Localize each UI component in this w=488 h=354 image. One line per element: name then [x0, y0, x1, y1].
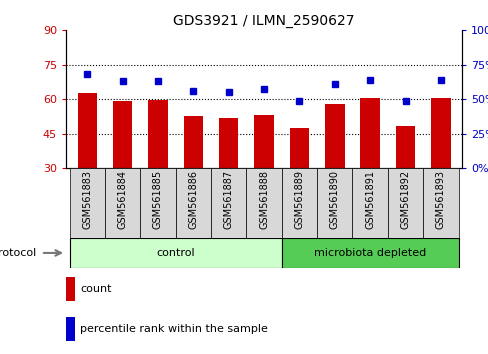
Bar: [422, 168, 458, 238]
Text: GSM561887: GSM561887: [223, 170, 233, 229]
Bar: [69, 168, 105, 238]
Bar: [281, 238, 458, 268]
Text: count: count: [80, 284, 111, 293]
Text: microbiota depleted: microbiota depleted: [313, 248, 426, 258]
Bar: [183, 116, 203, 168]
Bar: [246, 168, 281, 238]
Text: control: control: [156, 248, 195, 258]
Bar: [66, 317, 75, 341]
Bar: [140, 168, 175, 238]
Bar: [430, 98, 449, 168]
Text: GSM561888: GSM561888: [259, 170, 268, 229]
Text: GSM561891: GSM561891: [365, 170, 374, 229]
Text: GSM561892: GSM561892: [400, 170, 410, 229]
Bar: [78, 93, 97, 168]
Bar: [175, 168, 211, 238]
Text: GSM561883: GSM561883: [82, 170, 92, 229]
Bar: [105, 168, 140, 238]
Bar: [148, 100, 167, 168]
Bar: [289, 128, 308, 168]
Title: GDS3921 / ILMN_2590627: GDS3921 / ILMN_2590627: [173, 14, 354, 28]
Bar: [395, 126, 414, 168]
Bar: [66, 276, 75, 301]
Bar: [69, 238, 281, 268]
Text: GSM561885: GSM561885: [153, 170, 163, 229]
Bar: [316, 168, 352, 238]
Bar: [281, 168, 316, 238]
Text: GSM561884: GSM561884: [117, 170, 127, 229]
Text: GSM561886: GSM561886: [188, 170, 198, 229]
Bar: [360, 98, 379, 168]
Bar: [387, 168, 422, 238]
Text: GSM561890: GSM561890: [329, 170, 339, 229]
Text: percentile rank within the sample: percentile rank within the sample: [80, 324, 267, 334]
Bar: [211, 168, 246, 238]
Text: protocol: protocol: [0, 248, 36, 258]
Text: GSM561889: GSM561889: [294, 170, 304, 229]
Bar: [325, 104, 344, 168]
Bar: [113, 101, 132, 168]
Bar: [219, 118, 238, 168]
Bar: [352, 168, 387, 238]
Bar: [254, 115, 273, 168]
Text: GSM561893: GSM561893: [435, 170, 445, 229]
